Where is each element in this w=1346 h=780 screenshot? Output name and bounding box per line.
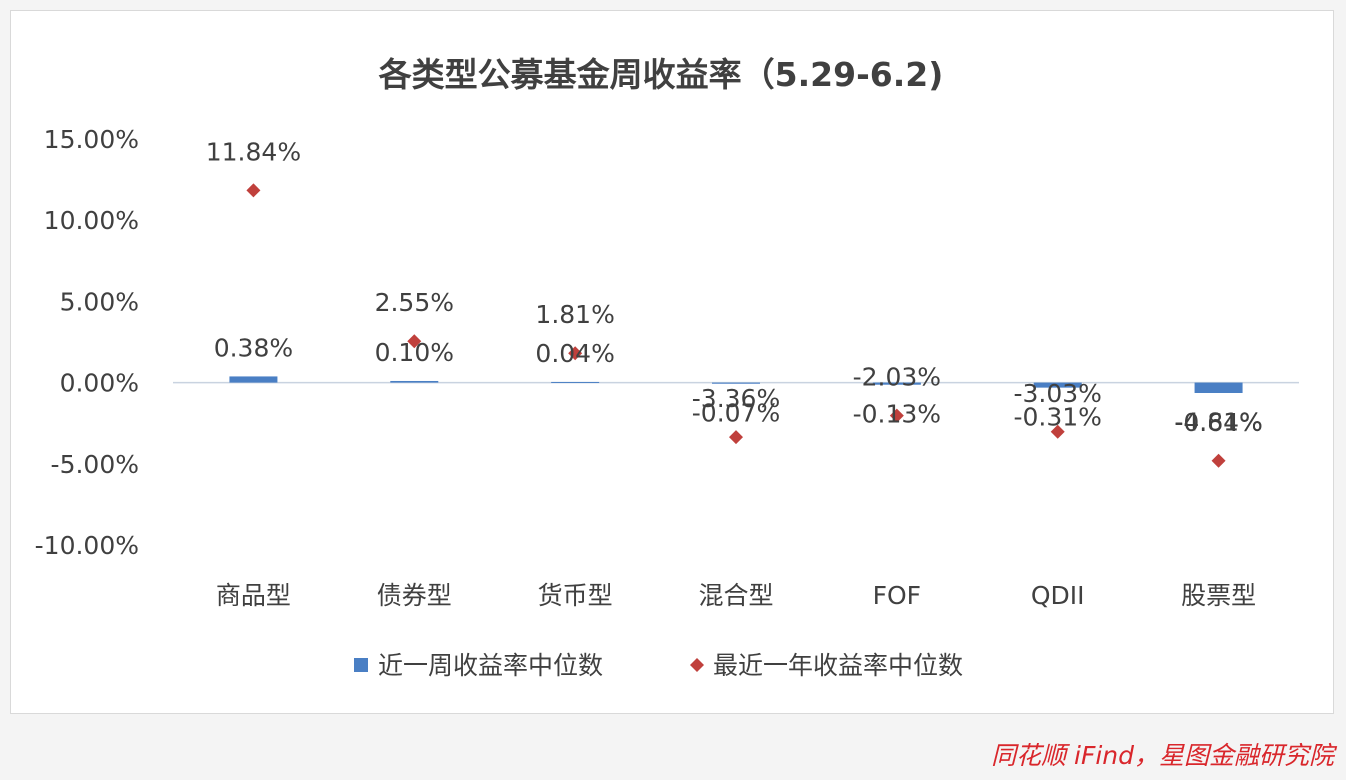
x-tick-label: FOF bbox=[873, 581, 921, 610]
y-tick-label: -5.00% bbox=[51, 450, 139, 479]
marker-data-label: -2.03% bbox=[853, 363, 941, 392]
chart-svg: 各类型公募基金周收益率（5.29-6.2) 15.00% 10.00% 5.00% 0… bbox=[35, 55, 1299, 680]
chart-title: 各类型公募基金周收益率（5.29-6.2) bbox=[378, 55, 944, 94]
bar-data-label: -0.64% bbox=[1174, 408, 1262, 437]
bar-data-label: 0.04% bbox=[535, 339, 614, 368]
y-tick-label: -10.00% bbox=[35, 531, 139, 560]
x-tick-label: 货币型 bbox=[538, 581, 613, 610]
x-tick-label: 商品型 bbox=[216, 581, 291, 610]
y-tick-label: 5.00% bbox=[60, 287, 139, 316]
source-note: 同花顺 iFind，星图金融研究院 bbox=[991, 741, 1334, 770]
bar-data-label: -0.31% bbox=[1013, 403, 1101, 432]
bar-series bbox=[229, 376, 1243, 393]
y-tick-label: 0.00% bbox=[60, 369, 139, 398]
legend-marker-label: 最近一年收益率中位数 bbox=[713, 651, 963, 680]
bar-data-label: -0.07% bbox=[692, 399, 780, 428]
legend: 近一周收益率中位数 最近一年收益率中位数 bbox=[354, 651, 963, 680]
data-labels: 0.38% 0.10% 0.04% -0.07% -0.13% -0.31% -0.64% 1… bbox=[206, 137, 1263, 437]
x-tick-label: 债券型 bbox=[377, 581, 452, 610]
bar bbox=[229, 376, 278, 383]
marker-point bbox=[407, 334, 422, 349]
marker-data-label: -3.36% bbox=[692, 384, 780, 413]
marker-data-label: -3.03% bbox=[1013, 379, 1101, 408]
marker-data-label: -4.81% bbox=[1174, 408, 1262, 437]
marker-series bbox=[246, 183, 1226, 468]
x-tick-label: 股票型 bbox=[1181, 581, 1256, 610]
marker-point bbox=[246, 183, 261, 198]
bar-data-label: -0.13% bbox=[853, 400, 941, 429]
marker-point bbox=[889, 408, 904, 423]
y-axis: 15.00% 10.00% 5.00% 0.00% -5.00% -10.00% bbox=[35, 125, 139, 560]
marker-data-label: 11.84% bbox=[206, 137, 301, 166]
bar bbox=[551, 381, 600, 383]
x-axis: 商品型 债券型 货币型 混合型 FOF QDII 股票型 bbox=[216, 581, 1256, 610]
marker-point bbox=[1211, 453, 1226, 468]
bar-data-label: 0.10% bbox=[375, 338, 454, 367]
bar bbox=[1194, 382, 1243, 393]
x-tick-label: QDII bbox=[1031, 581, 1085, 610]
bar bbox=[390, 380, 439, 383]
legend-bar-swatch bbox=[354, 658, 368, 672]
marker-data-label: 2.55% bbox=[375, 288, 454, 317]
bar bbox=[872, 382, 921, 385]
y-tick-label: 15.00% bbox=[44, 125, 139, 154]
marker-point bbox=[1050, 424, 1065, 439]
y-tick-label: 10.00% bbox=[44, 206, 139, 235]
bar bbox=[1033, 382, 1082, 388]
marker-point bbox=[729, 430, 743, 445]
bar bbox=[712, 382, 760, 384]
bar-data-label: 0.38% bbox=[214, 333, 293, 362]
legend-marker-swatch bbox=[690, 658, 704, 672]
x-tick-label: 混合型 bbox=[698, 581, 773, 610]
marker-point bbox=[568, 346, 583, 361]
marker-data-label: 1.81% bbox=[535, 300, 614, 329]
chart-frame: 各类型公募基金周收益率（5.29-6.2) 15.00% 10.00% 5.00% 0… bbox=[10, 10, 1334, 714]
legend-bar-label: 近一周收益率中位数 bbox=[378, 651, 603, 680]
